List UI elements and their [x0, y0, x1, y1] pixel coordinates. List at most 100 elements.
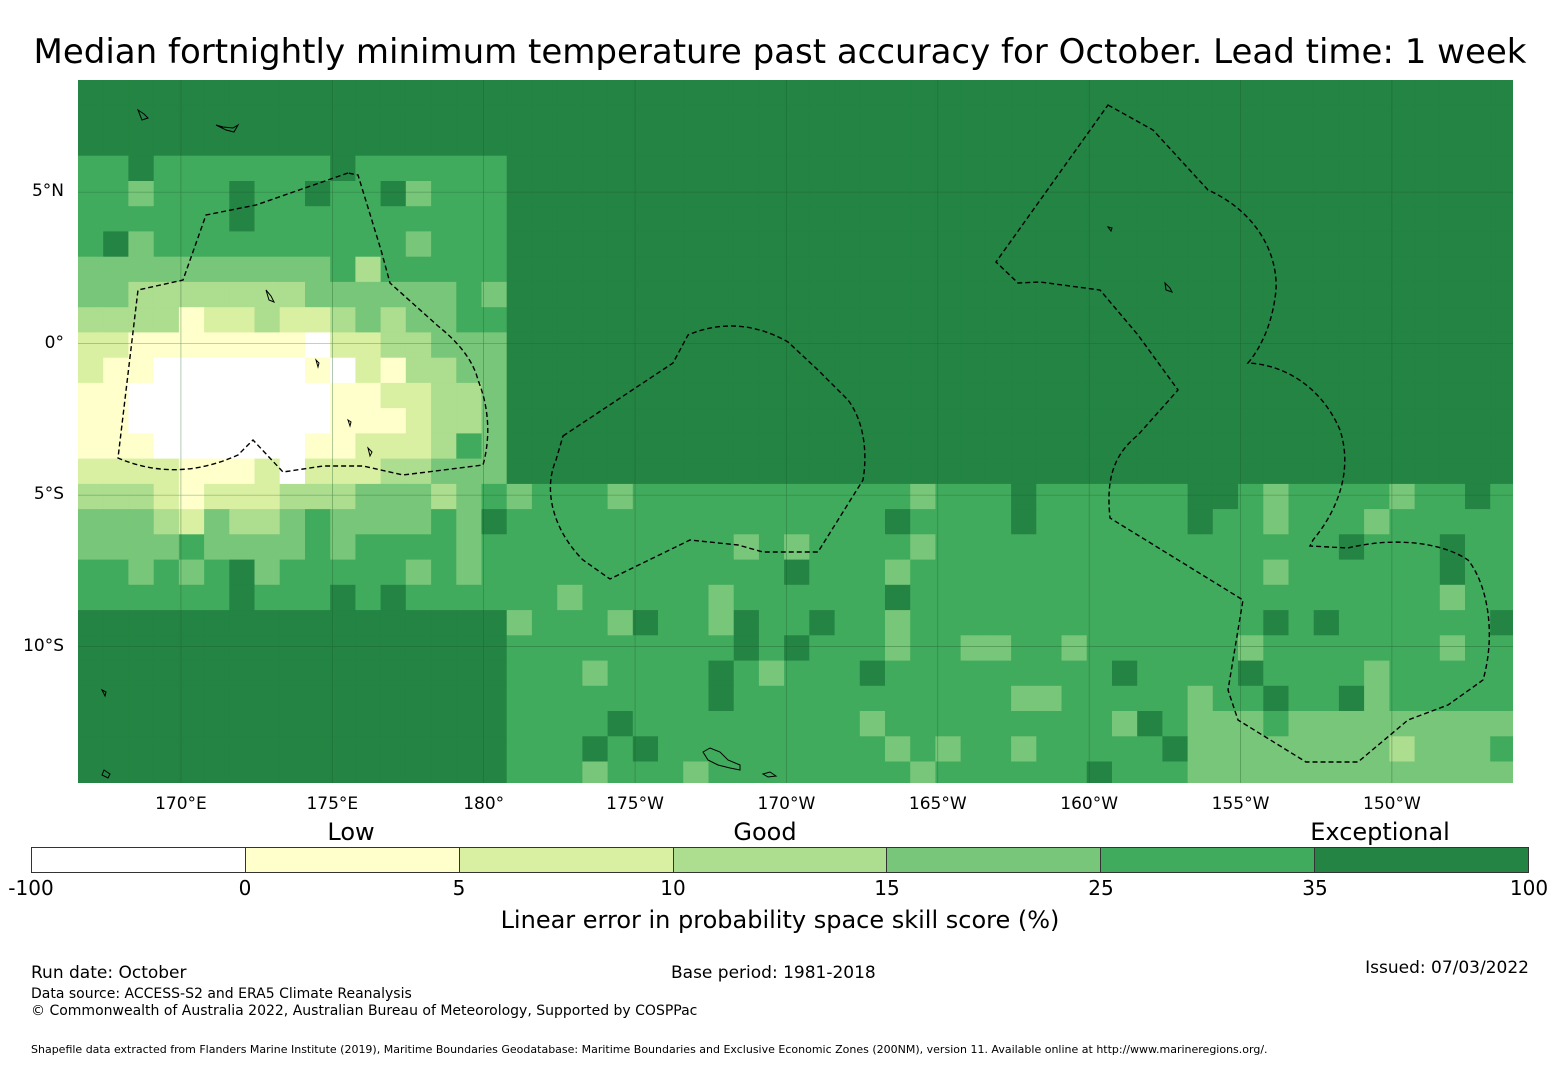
grid-cell: [1288, 256, 1315, 283]
grid-cell: [531, 155, 558, 182]
grid-cell: [380, 357, 407, 384]
grid-cell: [305, 155, 331, 182]
grid-cell: [758, 458, 785, 485]
grid-cell: [1162, 130, 1189, 157]
grid-cell: [431, 458, 457, 485]
grid-cell: [1338, 206, 1365, 232]
grid-cell: [355, 382, 382, 409]
data-source: Data source: ACCESS-S2 and ERA5 Climate …: [31, 986, 412, 1002]
grid-cell: [1137, 382, 1163, 409]
grid-cell: [380, 80, 407, 106]
grid-cell: [531, 433, 558, 460]
grid-cell: [834, 584, 861, 611]
grid-cell: [481, 307, 508, 333]
grid-cell: [254, 408, 281, 434]
grid-cell: [1263, 660, 1290, 687]
grid-cell: [355, 509, 382, 535]
grid-cell: [531, 458, 558, 485]
grid-cell: [1112, 534, 1138, 561]
grid-cell: [229, 483, 256, 510]
grid-cell: [1061, 559, 1088, 586]
grid-cell: [859, 483, 886, 510]
grid-cell: [506, 509, 533, 535]
grid-cell: [910, 584, 936, 611]
grid-cell: [607, 483, 634, 510]
grid-cell: [1465, 635, 1491, 662]
grid-cell: [103, 256, 129, 283]
grid-cell: [178, 761, 205, 783]
grid-cell: [1414, 256, 1441, 283]
grid-cell: [1414, 105, 1441, 131]
grid-cell: [178, 332, 205, 359]
grid-cell: [885, 332, 911, 359]
grid-cell: [910, 433, 936, 460]
grid-cell: [1439, 761, 1466, 783]
skill-grid-cells: [78, 80, 1513, 783]
grid-cell: [1389, 332, 1416, 359]
grid-cell: [910, 181, 936, 207]
grid-cell: [1389, 181, 1416, 207]
grid-cell: [506, 307, 533, 333]
grid-cell: [128, 231, 155, 258]
grid-cell: [103, 610, 129, 636]
grid-cell: [910, 281, 936, 308]
map-title: Median fortnightly minimum temperature p…: [33, 32, 1527, 72]
grid-cell: [405, 433, 432, 460]
grid-cell: [683, 130, 709, 157]
grid-cell: [103, 509, 129, 535]
grid-cell: [1490, 382, 1513, 409]
grid-cell: [784, 307, 810, 333]
grid-cell: [103, 559, 129, 586]
grid-cell: [380, 433, 407, 460]
grid-cell: [834, 534, 861, 561]
grid-cell: [960, 382, 987, 409]
grid-cell: [1086, 635, 1113, 662]
grid-cell: [784, 534, 810, 561]
grid-cell: [708, 307, 735, 333]
grid-cell: [431, 256, 457, 283]
grid-cell: [1364, 332, 1390, 359]
grid-cell: [305, 584, 331, 611]
grid-cell: [279, 231, 306, 258]
grid-cell: [456, 256, 483, 283]
grid-cell: [1086, 256, 1113, 283]
grid-cell: [557, 635, 583, 662]
grid-cell: [784, 231, 810, 258]
grid-cell: [784, 130, 810, 157]
grid-cell: [1490, 105, 1513, 131]
grid-cell: [985, 635, 1012, 662]
grid-cell: [1364, 433, 1390, 460]
grid-cell: [582, 711, 609, 737]
longitude-label: 160°W: [1060, 794, 1119, 814]
grid-cell: [229, 357, 256, 384]
grid-cell: [1137, 736, 1163, 763]
grid-cell: [834, 736, 861, 763]
grid-cell: [658, 509, 684, 535]
grid-cell: [683, 483, 709, 510]
grid-cell: [632, 80, 659, 106]
grid-cell: [1439, 685, 1466, 712]
grid-cell: [481, 761, 508, 783]
grid-cell: [859, 130, 886, 157]
grid-cell: [1137, 231, 1163, 258]
grid-cell: [254, 105, 281, 131]
grid-cell: [1313, 155, 1340, 182]
grid-cell: [78, 610, 104, 636]
grid-cell: [1414, 458, 1441, 485]
grid-cell: [178, 231, 205, 258]
grid-cell: [380, 483, 407, 510]
grid-cell: [103, 231, 129, 258]
map-plot-area[interactable]: [78, 80, 1513, 783]
grid-cell: [960, 155, 987, 182]
island-coastlines: [100, 108, 1173, 779]
grid-cell: [758, 332, 785, 359]
grid-cell: [582, 80, 609, 106]
grid-cell: [481, 584, 508, 611]
grid-cell: [380, 206, 407, 232]
grid-cell: [784, 458, 810, 485]
grid-cell: [405, 105, 432, 131]
grid-cell: [1313, 332, 1340, 359]
grid-cell: [1187, 105, 1214, 131]
grid-cell: [885, 635, 911, 662]
grid-cell: [1364, 357, 1390, 384]
